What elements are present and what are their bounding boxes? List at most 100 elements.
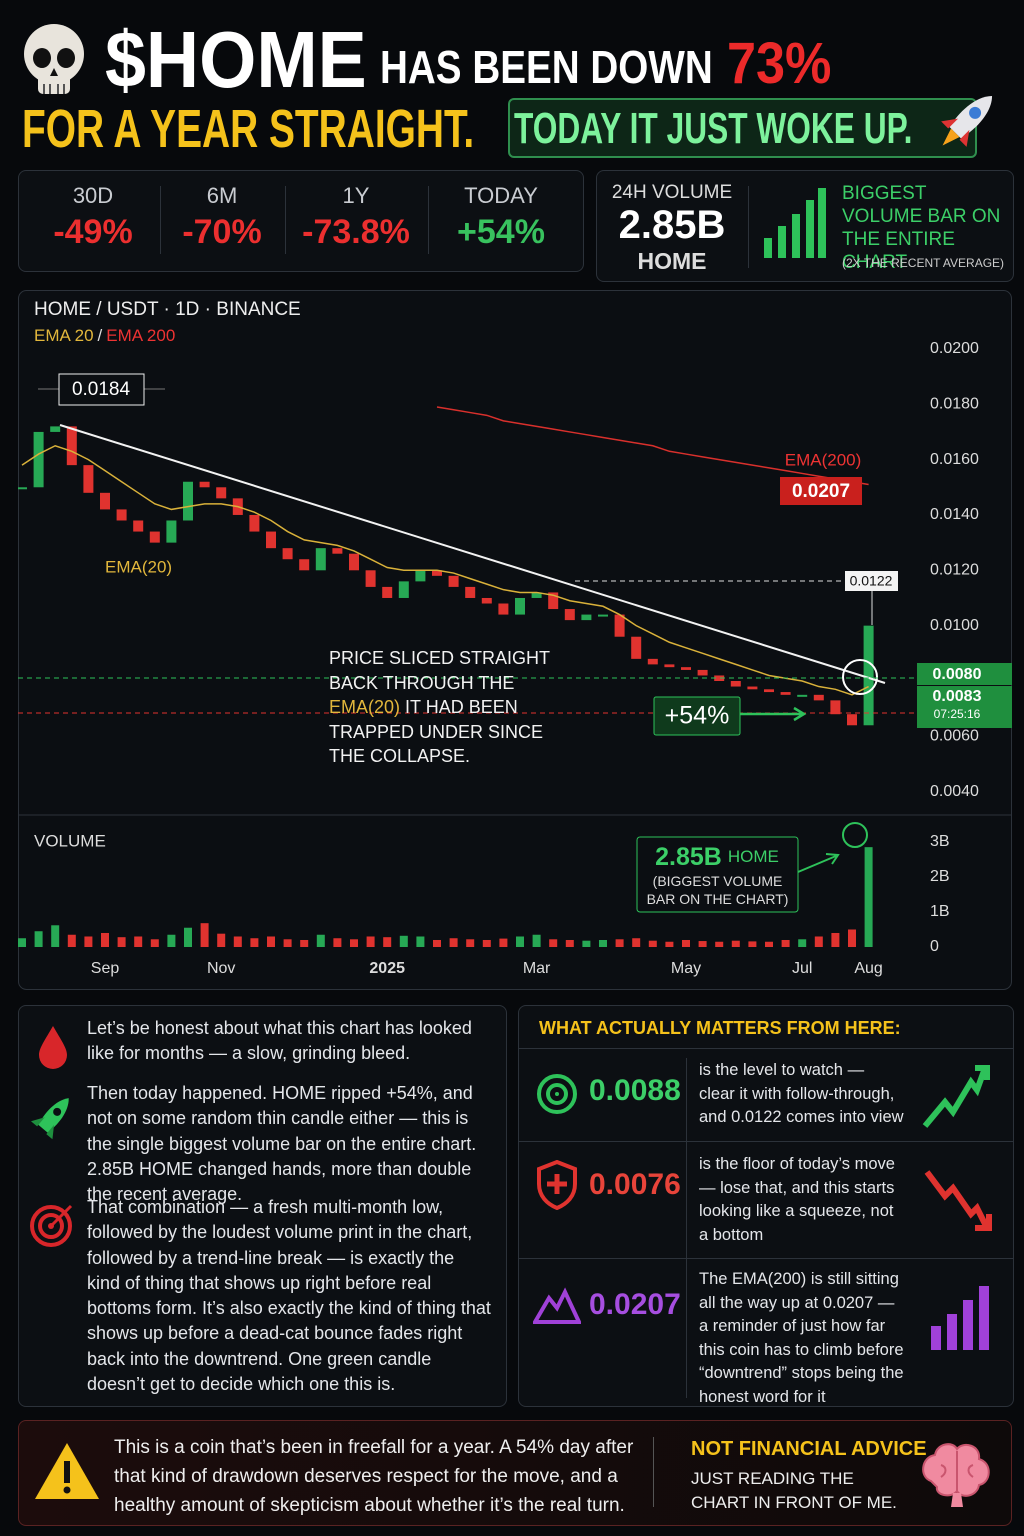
icon-part	[969, 106, 982, 119]
icon-part	[940, 1451, 974, 1491]
volume-card	[596, 170, 1014, 282]
volume-bar	[200, 923, 209, 947]
chart-title: HOME / USDT · 1D · BINANCE	[34, 299, 301, 320]
stat-value: -70%	[182, 213, 262, 251]
icon-part: $HOME	[105, 14, 390, 106]
title-mid: HAS BEEN DOWN	[380, 41, 713, 93]
move-arrow	[740, 706, 807, 722]
rocket-icon	[30, 1098, 69, 1140]
level-text: is the level to watch — clear it with fo…	[699, 1061, 904, 1126]
footer-sub: JUST READING THE CHART IN FRONT OF ME.	[691, 1469, 897, 1512]
candle	[149, 531, 160, 543]
volume-bar	[748, 941, 757, 947]
icon-part	[30, 1205, 72, 1247]
volume-bar	[516, 936, 524, 947]
candle	[166, 520, 177, 543]
price-tag-text: 07:25:16	[934, 707, 981, 721]
icon-part	[64, 1461, 70, 1483]
volume-arrow	[797, 853, 840, 873]
icon-part	[818, 188, 826, 258]
title-pct: 73%	[727, 31, 832, 96]
candle	[797, 694, 808, 697]
target-icon	[537, 1074, 577, 1114]
volume-bar	[615, 939, 624, 947]
volume-bar	[350, 939, 358, 947]
footer-title: NOT FINANCIAL ADVICE	[691, 1438, 927, 1460]
price-tag	[917, 686, 1012, 728]
story-text: That combination — a fresh multi-month l…	[87, 1197, 491, 1395]
volume-bar	[416, 936, 425, 947]
candle	[498, 603, 509, 615]
ema20-line	[21, 444, 869, 696]
volume-bar	[599, 939, 607, 947]
icon-part	[30, 1117, 55, 1140]
volume-callout-value: 2.85B	[655, 843, 722, 871]
icon-part	[924, 1170, 990, 1230]
ema200-line	[436, 406, 869, 486]
icon-part	[547, 1174, 567, 1194]
candle	[747, 686, 758, 690]
x-tick-label: Jul	[792, 960, 812, 977]
rocket-icon	[941, 95, 993, 147]
volume-title: VOLUME	[34, 831, 106, 850]
candle	[315, 548, 326, 571]
volume-bar	[34, 931, 43, 947]
candle	[18, 487, 27, 490]
drop-icon	[39, 1026, 67, 1069]
icon-part	[57, 48, 75, 68]
stat: 30D -49%	[23, 183, 163, 252]
divider	[285, 186, 286, 254]
volume-bar	[831, 932, 840, 947]
candle	[249, 514, 260, 532]
volume-callout	[636, 836, 799, 913]
icon-part	[53, 1107, 62, 1116]
ema200-label: EMA(200)	[785, 450, 862, 469]
divider	[653, 1437, 654, 1507]
volume-bar	[300, 939, 309, 947]
bars-icon	[931, 1286, 989, 1350]
move-label: +54%	[665, 702, 730, 730]
icon-part	[806, 200, 814, 258]
icon-part	[963, 1300, 973, 1350]
icon-part	[764, 238, 772, 258]
volume-card-unit: HOME	[637, 248, 707, 274]
stat-value: -49%	[53, 213, 133, 251]
volume-bar	[482, 939, 491, 947]
divider	[519, 1258, 1013, 1259]
stat-value: -73.8%	[302, 213, 410, 251]
icon-part	[792, 214, 800, 258]
legend-separator: /	[98, 326, 103, 345]
icon-part	[951, 1493, 963, 1507]
candle	[332, 548, 343, 554]
icon-part	[38, 72, 70, 94]
icon-part: FOR A YEAR STRAIGHT.	[22, 98, 650, 160]
stat-label: TODAY	[464, 183, 538, 208]
candle	[830, 700, 841, 715]
icon-part: HAS BEEN DOWN	[380, 40, 776, 94]
divider	[428, 186, 429, 254]
candle	[66, 426, 77, 466]
icon-part	[63, 1486, 71, 1494]
icon-part	[38, 1098, 69, 1133]
volume-circle	[842, 822, 868, 848]
legend: EMA 20/EMA 200	[34, 326, 175, 345]
y-tick-label: 0.0060	[930, 728, 979, 745]
stat-value: +54%	[457, 213, 545, 251]
volume-bar	[682, 939, 690, 947]
volume-bar	[67, 934, 76, 947]
volume-bar	[250, 938, 259, 947]
icon-part	[979, 1286, 989, 1350]
candle	[382, 586, 393, 598]
volume-bar	[267, 936, 275, 947]
peak-box	[58, 373, 145, 406]
volume-tick-label: 2B	[930, 868, 950, 885]
candle	[282, 548, 293, 560]
volume-tick-label: 1B	[930, 903, 950, 920]
volume-bar	[781, 939, 790, 947]
y-tick-label: 0.0160	[930, 451, 979, 468]
volume-bar	[134, 936, 143, 947]
volume-bar	[549, 939, 558, 947]
volume-bar	[632, 938, 641, 947]
candle	[531, 592, 542, 598]
stat: 6M -70%	[152, 183, 292, 252]
